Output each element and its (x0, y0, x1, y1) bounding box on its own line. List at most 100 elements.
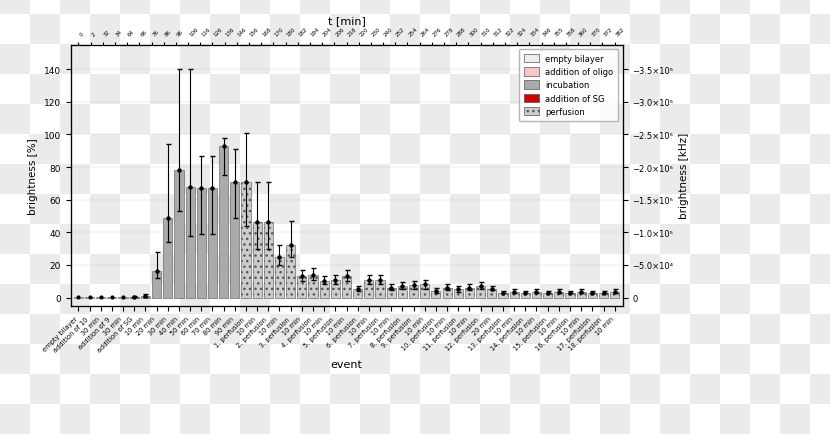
Bar (450, 314, 480, 344)
Bar (30, 404, 60, 434)
Bar (270, 0, 300, 15)
Bar (330, 194, 360, 224)
Bar (330, 45, 360, 75)
Bar (543, 293, 552, 298)
Bar (300, 0, 330, 15)
Bar (450, 254, 480, 284)
Bar (120, 164, 150, 194)
Bar (780, 0, 810, 15)
Bar (150, 194, 180, 224)
Bar (85, 297, 94, 298)
Bar (300, 164, 330, 194)
Bar (270, 344, 300, 374)
Bar (630, 45, 660, 75)
Bar (390, 0, 420, 15)
Bar (300, 105, 330, 135)
Bar (720, 135, 750, 164)
Bar (750, 45, 780, 75)
Bar (360, 314, 390, 344)
Bar (480, 314, 510, 344)
Bar (60, 45, 90, 75)
Bar (30, 194, 60, 224)
Bar (480, 164, 510, 194)
Bar (420, 404, 450, 434)
Bar (360, 75, 390, 105)
Bar (510, 164, 540, 194)
Bar (360, 224, 390, 254)
Bar (540, 0, 570, 15)
Bar (150, 314, 180, 344)
Bar (0, 45, 30, 75)
Bar (240, 135, 270, 164)
Bar (240, 15, 270, 45)
Bar (180, 15, 210, 45)
Bar (360, 254, 390, 284)
Bar (219, 147, 228, 298)
Bar (420, 374, 450, 404)
Bar (210, 75, 240, 105)
Bar (375, 280, 384, 298)
Bar (180, 164, 210, 194)
Bar (240, 314, 270, 344)
Bar (690, 75, 720, 105)
Bar (600, 75, 630, 105)
Bar (60, 284, 90, 314)
Bar (750, 194, 780, 224)
Bar (570, 404, 600, 434)
Bar (630, 224, 660, 254)
Bar (90, 344, 120, 374)
Bar (570, 224, 600, 254)
Bar (660, 0, 690, 15)
Bar (599, 293, 608, 298)
Bar (180, 254, 210, 284)
Bar (286, 246, 295, 298)
Bar (750, 284, 780, 314)
Bar (630, 75, 660, 105)
Bar (450, 15, 480, 45)
Bar (120, 45, 150, 75)
Bar (660, 164, 690, 194)
Bar (90, 135, 120, 164)
Bar (180, 105, 210, 135)
Bar (30, 254, 60, 284)
Bar (330, 374, 360, 404)
Bar (270, 15, 300, 45)
Bar (60, 344, 90, 374)
Bar (120, 224, 150, 254)
Bar (240, 224, 270, 254)
Bar (510, 404, 540, 434)
Bar (60, 164, 90, 194)
Bar (510, 75, 540, 105)
Bar (129, 297, 139, 298)
Bar (242, 182, 251, 298)
Bar (0, 284, 30, 314)
Bar (540, 15, 570, 45)
Bar (90, 404, 120, 434)
Bar (690, 344, 720, 374)
Bar (660, 45, 690, 75)
Bar (150, 344, 180, 374)
Bar (660, 105, 690, 135)
Bar (630, 135, 660, 164)
Bar (420, 105, 450, 135)
Bar (750, 344, 780, 374)
Bar (240, 284, 270, 314)
Bar (240, 164, 270, 194)
Bar (90, 15, 120, 45)
Bar (750, 374, 780, 404)
Bar (240, 75, 270, 105)
Bar (210, 135, 240, 164)
Bar (600, 194, 630, 224)
Bar (750, 224, 780, 254)
Bar (588, 293, 597, 298)
Bar (30, 314, 60, 344)
Bar (353, 290, 362, 298)
Bar (270, 404, 300, 434)
Bar (0, 105, 30, 135)
Bar (275, 257, 284, 298)
Bar (420, 224, 450, 254)
Bar (180, 135, 210, 164)
Bar (450, 105, 480, 135)
Bar (300, 224, 330, 254)
Bar (150, 164, 180, 194)
